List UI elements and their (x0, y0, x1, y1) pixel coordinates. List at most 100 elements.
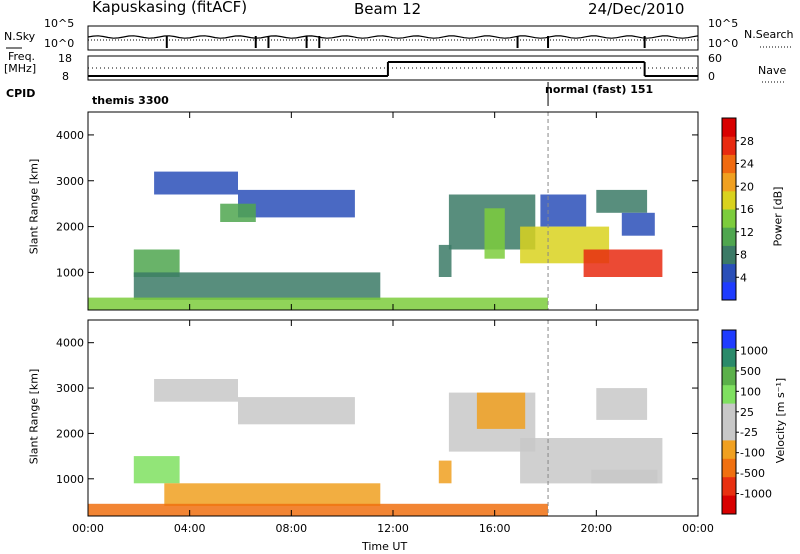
nsearch-tick-low: 10^0 (708, 37, 739, 50)
velocity-colorbar: 1000 500 100 25 -25 -100 -500 -1000 (721, 329, 772, 515)
colorbar-tick-label: -100 (740, 447, 765, 460)
echo-region (476, 392, 526, 429)
nsky-label: N.Sky (4, 30, 36, 43)
nsearch-label: N.Search (744, 28, 794, 41)
echo-region (596, 388, 648, 420)
echo-region (438, 460, 452, 484)
echo-region (484, 208, 505, 259)
colorbar-tick-label: 28 (740, 135, 754, 148)
nsky-box (87, 25, 699, 51)
colorbar-tick-label: 16 (740, 203, 754, 216)
nsky-tick-low: 10^0 (44, 37, 75, 50)
colorbar-swatch (722, 118, 736, 137)
colorbar-swatch (722, 172, 736, 192)
freq-tick-high: 18 (58, 52, 72, 65)
colorbar-swatch (722, 385, 736, 405)
x-tick-label: 12:00 (377, 522, 409, 535)
x-tick-label: 00:00 (682, 522, 714, 535)
velocity-ylabel: Slant Range [km] (27, 368, 41, 465)
colorbar-swatch (722, 281, 736, 301)
colorbar-tick-label: -500 (740, 467, 765, 480)
freq-tick-low: 8 (62, 70, 69, 83)
echo-region (238, 397, 355, 425)
colorbar-tick-label: 8 (740, 249, 747, 262)
y-tick-label: 3000 (56, 382, 84, 395)
echo-region (220, 203, 256, 222)
echo-region (154, 379, 238, 402)
x-tick-label: 00:00 (72, 522, 104, 535)
colorbar-swatch (722, 330, 736, 349)
nsearch-tick-high: 10^5 (708, 17, 739, 30)
colorbar-tick-label: 500 (740, 365, 761, 378)
cpid-segment-normal: normal (fast) 151 (545, 83, 654, 96)
x-tick-label: 04:00 (174, 522, 206, 535)
nave-label: Nave (758, 64, 787, 77)
x-tick-label: 20:00 (580, 522, 612, 535)
colorbar-swatch (722, 245, 736, 265)
echo-region (133, 456, 180, 484)
colorbar-swatch (722, 495, 736, 515)
y-tick-label: 3000 (56, 175, 84, 188)
colorbar-tick-label: 4 (740, 271, 747, 284)
colorbar-tick-label: 100 (740, 385, 761, 398)
velocity-colorbar-label: Velocity [m s⁻¹] (774, 377, 788, 464)
echo-region (621, 212, 655, 236)
power-panel: 1000 2000 3000 4000 (56, 111, 699, 311)
nsky-line (87, 35, 699, 39)
y-tick-label: 4000 (56, 129, 84, 142)
colorbar-swatch (722, 190, 736, 210)
echo-region (238, 189, 355, 218)
nsky-tick-high: 10^5 (44, 17, 75, 30)
echo-region (154, 171, 238, 195)
power-colorbar-label: Power [dB] (771, 186, 785, 247)
echo-region (438, 244, 452, 277)
freq-unit: [MHz] (4, 62, 37, 75)
colorbar-swatch (722, 440, 736, 460)
summary-strip (6, 25, 792, 106)
colorbar-swatch (722, 227, 736, 246)
echo-region (540, 194, 587, 227)
y-tick-label: 2000 (56, 221, 84, 234)
colorbar-swatch (722, 154, 736, 174)
echo-region (596, 189, 648, 213)
echo-region (88, 503, 548, 517)
colorbar-swatch (722, 403, 736, 423)
colorbar-swatch (722, 263, 736, 283)
colorbar-tick-label: -25 (740, 426, 758, 439)
echo-region (133, 272, 381, 300)
colorbar-tick-label: 12 (740, 226, 754, 239)
colorbar-swatch (722, 477, 736, 497)
y-tick-label: 1000 (56, 266, 84, 279)
colorbar-swatch (722, 209, 736, 228)
echo-region (88, 297, 548, 310)
colorbar-swatch (722, 136, 736, 155)
colorbar-swatch (722, 366, 736, 386)
echo-region (591, 469, 658, 484)
colorbar-tick-label: 24 (740, 158, 754, 171)
colorbar-tick-label: -1000 (740, 488, 772, 501)
y-tick-label: 1000 (56, 473, 84, 486)
station-title: Kapuskasing (fitACF) (92, 0, 248, 16)
nave-tick-low: 0 (708, 70, 715, 83)
colorbar-swatch (722, 422, 736, 441)
colorbar-tick-label: 20 (740, 180, 754, 193)
nave-tick-high: 60 (708, 52, 722, 65)
echo-region (164, 483, 381, 506)
y-tick-label: 2000 (56, 427, 84, 440)
colorbar-swatch (722, 348, 736, 368)
power-ylabel: Slant Range [km] (27, 158, 41, 255)
x-tick-label: 08:00 (275, 522, 307, 535)
y-tick-label: 4000 (56, 337, 84, 350)
date-title: 24/Dec/2010 (588, 0, 685, 18)
velocity-panel: 1000 2000 3000 4000 00:00 04:00 08:00 12:00 16:0… (56, 319, 714, 535)
echo-region (583, 249, 663, 277)
cpid-label: CPID (6, 87, 36, 100)
colorbar-frame (721, 329, 737, 515)
colorbar-tick-label: 1000 (740, 344, 768, 357)
beam-title: Beam 12 (354, 0, 422, 18)
cpid-segment-themis: themis 3300 (92, 94, 169, 107)
power-colorbar: 28 24 20 16 12 8 4 (721, 117, 754, 301)
x-tick-label: 16:00 (479, 522, 511, 535)
colorbar-tick-label: 25 (740, 406, 754, 419)
